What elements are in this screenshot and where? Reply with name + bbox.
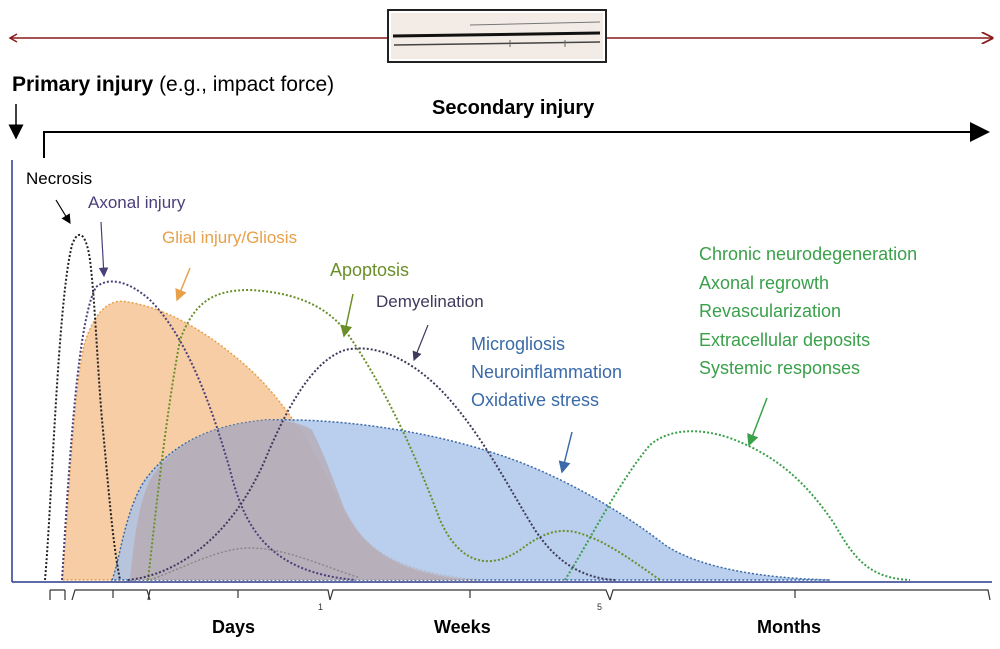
list-item: Revascularization (699, 301, 842, 321)
necrosis-pointer (55, 199, 71, 225)
timeline-left-arrowhead (8, 33, 18, 43)
demyelination-pointer (412, 324, 429, 362)
primary-injury-bold: Primary injury (12, 73, 154, 96)
necrosis-curve (44, 233, 121, 581)
chronic-effects-list: Chronic neurodegeneration Axonal regrowt… (699, 240, 917, 383)
primary-injury-example: (e.g., impact force) (153, 73, 335, 96)
secondary-injury-label: Secondary injury (432, 97, 595, 119)
overlap-area (130, 420, 470, 580)
weeks-label: Weeks (434, 617, 491, 637)
demyelination-curve (127, 347, 616, 581)
glial-pointer (175, 267, 191, 302)
list-item: Neuroinflammation (471, 362, 623, 382)
days-label: Days (212, 617, 256, 637)
apoptosis-label: Apoptosis (330, 260, 410, 280)
list-item: Axonal regrowth (699, 272, 830, 293)
primary-injury-label: Primary injury (e.g., impact force) (12, 74, 334, 95)
axonal-pointer (98, 221, 109, 278)
axonal-injury-label: Axonal injury (88, 193, 186, 212)
list-item: Extracellular deposits (699, 329, 871, 350)
tick-label-5: 5 (597, 602, 602, 612)
list-item: Chronic neurodegeneration (699, 244, 918, 264)
demyelination-label: Demyelination (376, 292, 484, 311)
list-item: Oxidative stress (471, 390, 600, 410)
axonal-injury-curve (61, 280, 356, 581)
secondary-injury-arrow (43, 122, 990, 158)
necrosis-label: Necrosis (26, 169, 93, 188)
grey-bump-curve (149, 547, 361, 581)
chronic-pointer (747, 397, 768, 447)
list-item: Systemic responses (699, 358, 861, 378)
time-brackets (49, 589, 991, 601)
months-label: Months (757, 617, 821, 637)
tissue-sample-thumbnail (387, 9, 607, 63)
list-item: Microgliosis (471, 334, 566, 354)
glial-injury-label: Glial injury/Gliosis (162, 228, 298, 247)
tick-label-1: 1 (318, 602, 323, 612)
neuroinflammation-pointer (558, 431, 573, 474)
apoptosis-pointer (340, 293, 354, 338)
neuroinflammation-list: Microgliosis Neuroinflammation Oxidative… (471, 330, 622, 414)
